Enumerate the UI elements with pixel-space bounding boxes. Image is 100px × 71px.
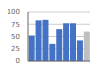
svg-text:75: 75	[11, 21, 20, 29]
svg-text:50: 50	[11, 33, 20, 41]
svg-text:0: 0	[16, 57, 20, 63]
svg-text:100: 100	[8, 8, 20, 16]
svg-text:25: 25	[11, 45, 20, 53]
